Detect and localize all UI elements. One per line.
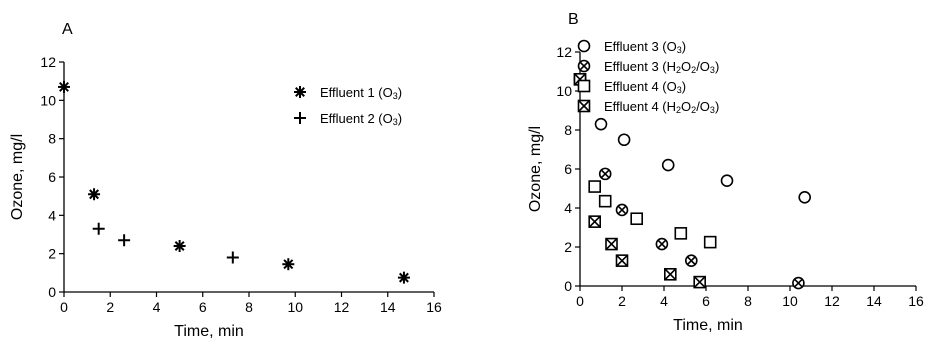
x-tick-label: 2 — [618, 293, 626, 309]
data-point — [684, 254, 698, 267]
x-tick-label: 10 — [782, 293, 798, 309]
data-point — [792, 276, 805, 290]
legend-label: Effluent 4 (O3) — [604, 79, 686, 95]
data-point — [663, 267, 677, 281]
data-point — [88, 188, 101, 201]
y-axis-title: Ozone, mg/l — [527, 126, 544, 212]
y-tick-label: 10 — [40, 92, 56, 108]
data-point — [615, 203, 629, 217]
legend: Effluent 3 (O3) Effluent 3 (H2O2/O3) Efflu… — [577, 39, 719, 115]
data-point — [226, 251, 239, 264]
data-point — [617, 133, 631, 147]
y-tick-label: 10 — [556, 83, 572, 99]
x-axis-title: Time, min — [673, 317, 743, 334]
legend-marker — [577, 79, 591, 93]
data-point — [703, 235, 717, 249]
legend-label: Effluent 4 (H2O2/O3) — [604, 99, 719, 115]
x-axis-title: Time, min — [174, 323, 244, 340]
x-tick-label: 8 — [245, 299, 253, 315]
legend-label: Effluent 3 (H2O2/O3) — [604, 59, 719, 75]
x-tick-label: 0 — [60, 299, 68, 315]
legend-label: Effluent 1 (O3) — [320, 85, 402, 101]
legend-marker — [577, 39, 591, 53]
data-point — [674, 227, 688, 240]
y-tick-label: 2 — [564, 239, 572, 255]
y-tick-label: 12 — [40, 54, 56, 70]
y-tick-label: 4 — [48, 207, 56, 223]
y-tick-label: 6 — [48, 169, 56, 185]
chart-panel-b: B 0 2 4 6 8 10 12 14 16 0 2 4 6 8 10 12 Time, min Ozone, m… — [527, 11, 924, 334]
data-point — [588, 215, 602, 228]
data-point — [397, 271, 410, 284]
data-point — [693, 275, 707, 289]
y-tick-label: 4 — [564, 200, 572, 216]
x-tick-label: 12 — [334, 299, 350, 315]
x-tick-label: 4 — [660, 293, 668, 309]
x-tick-label: 10 — [287, 299, 303, 315]
legend-label: Effluent 2 (O3) — [320, 111, 402, 127]
legend-marker — [294, 112, 306, 124]
y-tick-label: 2 — [48, 246, 56, 262]
x-tick-label: 6 — [199, 299, 207, 315]
x-tick-label: 2 — [106, 299, 114, 315]
series-1 — [58, 80, 410, 284]
data-point — [92, 222, 105, 235]
x-tick-label: 16 — [426, 299, 442, 315]
data-point — [58, 80, 70, 93]
y-tick-label: 8 — [48, 131, 56, 147]
series-2 — [92, 222, 239, 264]
y-tick-label: 12 — [556, 44, 572, 60]
x-tick-label: 4 — [153, 299, 161, 315]
data-point — [598, 167, 612, 181]
data-point — [594, 117, 608, 131]
x-tick-label: 0 — [576, 293, 584, 309]
chart-panel-a: A 0 2 4 6 8 10 12 14 16 0 2 4 6 8 10 12 Time, min Ozone, m… — [9, 21, 442, 340]
y-tick-label: 0 — [48, 284, 56, 300]
data-point — [598, 194, 612, 208]
legend-marker — [577, 99, 591, 113]
x-tick-label: 14 — [380, 299, 396, 315]
legend-marker — [294, 86, 306, 98]
series-4 — [573, 73, 707, 289]
data-point — [282, 258, 295, 271]
data-point — [118, 234, 131, 247]
data-point — [720, 174, 734, 187]
data-point — [630, 212, 644, 226]
y-tick-label: 6 — [564, 161, 572, 177]
x-tick-label: 16 — [908, 293, 924, 309]
data-point — [605, 237, 618, 251]
x-tick-label: 12 — [824, 293, 840, 309]
x-tick-label: 14 — [866, 293, 882, 309]
panel-label: B — [568, 11, 579, 28]
y-axis-title: Ozone, mg/l — [9, 134, 26, 220]
panel-label: A — [62, 21, 73, 38]
data-point — [173, 240, 186, 252]
data-point — [661, 158, 675, 172]
data-point — [615, 254, 629, 267]
legend: Effluent 1 (O3) Effluent 2 (O3) — [294, 85, 402, 127]
data-point — [655, 237, 669, 251]
x-tick-label: 8 — [744, 293, 752, 309]
data-point — [798, 190, 812, 204]
y-tick-label: 8 — [564, 122, 572, 138]
legend-marker — [577, 59, 591, 73]
legend-label: Effluent 3 (O3) — [604, 39, 686, 55]
data-point — [588, 180, 602, 193]
y-tick-label: 0 — [564, 278, 572, 294]
x-tick-label: 6 — [702, 293, 710, 309]
